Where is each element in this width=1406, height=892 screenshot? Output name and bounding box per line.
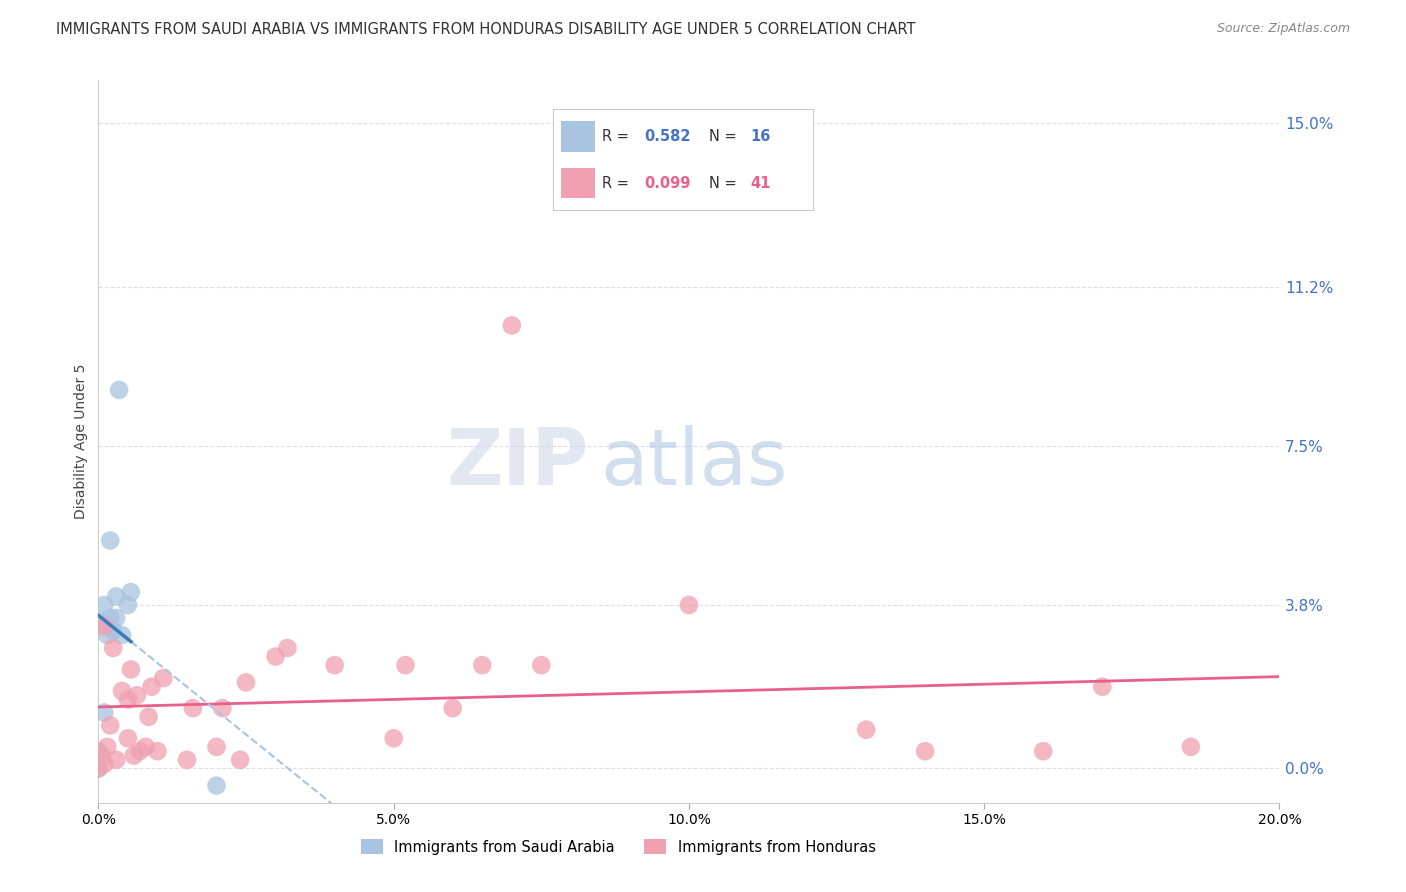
Text: ZIP: ZIP <box>446 425 589 501</box>
Point <box>96 628 118 642</box>
Y-axis label: Disability Age Under 5: Disability Age Under 5 <box>75 364 89 519</box>
Point <box>141 680 163 694</box>
Point <box>93 706 115 720</box>
Point <box>117 598 139 612</box>
Text: IMMIGRANTS FROM SAUDI ARABIA VS IMMIGRANTS FROM HONDURAS DISABILITY AGE UNDER 5 : IMMIGRANTS FROM SAUDI ARABIA VS IMMIGRAN… <box>56 22 915 37</box>
Point <box>276 640 298 655</box>
Point <box>111 628 134 642</box>
Point <box>98 533 121 548</box>
Point <box>117 731 139 746</box>
Point <box>1091 680 1114 694</box>
Point <box>98 611 121 625</box>
Point <box>120 663 142 677</box>
Text: Source: ZipAtlas.com: Source: ZipAtlas.com <box>1216 22 1350 36</box>
Point <box>146 744 169 758</box>
Point <box>441 701 464 715</box>
Point <box>1180 739 1202 754</box>
Point <box>678 598 700 612</box>
Point <box>382 731 405 746</box>
Point <box>103 640 125 655</box>
Point <box>471 658 494 673</box>
Point <box>181 701 204 715</box>
Point <box>235 675 257 690</box>
Legend: Immigrants from Saudi Arabia, Immigrants from Honduras: Immigrants from Saudi Arabia, Immigrants… <box>354 833 882 861</box>
Point <box>90 748 112 763</box>
Point <box>229 753 252 767</box>
Point <box>87 744 110 758</box>
Point <box>103 624 125 638</box>
Point <box>128 744 150 758</box>
Point <box>93 598 115 612</box>
Point <box>122 748 145 763</box>
Point <box>111 684 134 698</box>
Point <box>93 757 115 772</box>
Point <box>90 615 112 630</box>
Point <box>205 739 228 754</box>
Point <box>98 718 121 732</box>
Point <box>120 585 142 599</box>
Point <box>117 692 139 706</box>
Point <box>176 753 198 767</box>
Point <box>93 619 115 633</box>
Point <box>530 658 553 673</box>
Point <box>152 671 174 685</box>
Point <box>87 761 110 775</box>
Point <box>125 688 148 702</box>
Point <box>264 649 287 664</box>
Point <box>138 710 160 724</box>
Point <box>96 739 118 754</box>
Point <box>135 739 157 754</box>
Point <box>394 658 416 673</box>
Point <box>1032 744 1054 758</box>
Point <box>323 658 346 673</box>
Text: atlas: atlas <box>600 425 787 501</box>
Point <box>914 744 936 758</box>
Point <box>855 723 877 737</box>
Point <box>105 753 128 767</box>
Point <box>105 611 128 625</box>
Point <box>105 590 128 604</box>
Point <box>108 383 131 397</box>
Point <box>205 779 228 793</box>
Point <box>87 761 110 775</box>
Point <box>501 318 523 333</box>
Point <box>211 701 233 715</box>
